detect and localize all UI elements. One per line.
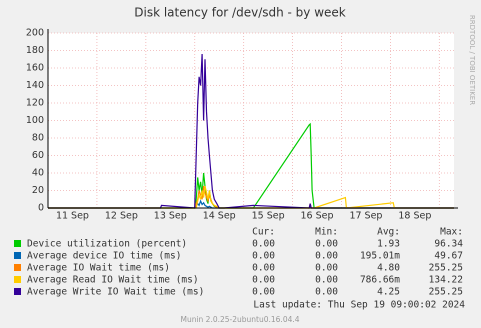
stats-header: Avg: xyxy=(377,227,400,238)
chart-title: Disk latency for /dev/sdh - by week xyxy=(134,6,346,20)
stats-value: 0.00 xyxy=(252,239,275,250)
legend-swatch xyxy=(14,252,21,259)
y-tick-label: 120 xyxy=(26,98,44,109)
x-tick-label: 13 Sep xyxy=(154,211,187,222)
stats-value: 195.01m xyxy=(360,251,400,262)
stats-value: 786.66m xyxy=(360,275,400,286)
y-tick-label: 40 xyxy=(32,168,44,179)
stats-value: 0.00 xyxy=(252,275,275,286)
legend-swatch xyxy=(14,264,21,271)
x-tick-label: 11 Sep xyxy=(56,211,89,222)
plot-area xyxy=(48,33,454,208)
y-tick-label: 0 xyxy=(38,203,44,214)
x-tick-label: 12 Sep xyxy=(105,211,138,222)
legend-swatch xyxy=(14,276,21,283)
y-tick-label: 160 xyxy=(26,63,44,74)
stats-value: 0.00 xyxy=(252,263,275,274)
legend-label: Average Write IO Wait time (ms) xyxy=(27,287,204,298)
x-tick-label: 16 Sep xyxy=(301,211,334,222)
stats-value: 0.00 xyxy=(252,287,275,298)
stats-header: Cur: xyxy=(252,227,275,238)
stats-value: 0.00 xyxy=(315,275,338,286)
y-tick-label: 200 xyxy=(26,28,44,39)
x-tick-label: 17 Sep xyxy=(349,211,382,222)
stats-value: 49.67 xyxy=(434,251,463,262)
stats-value: 0.00 xyxy=(315,263,338,274)
y-tick-label: 80 xyxy=(32,133,44,144)
stats-value: 0.00 xyxy=(315,239,338,250)
y-tick-label: 60 xyxy=(32,150,44,161)
x-tick-label: 14 Sep xyxy=(203,211,236,222)
legend-label: Device utilization (percent) xyxy=(27,239,187,250)
x-tick-label: 18 Sep xyxy=(398,211,431,222)
legend-swatch xyxy=(14,240,21,247)
y-tick-label: 100 xyxy=(26,115,44,126)
stats-value: 96.34 xyxy=(434,239,463,250)
stats-header: Max: xyxy=(440,227,463,238)
legend-label: Average Read IO Wait time (ms) xyxy=(27,275,199,286)
legend-label: Average device IO time (ms) xyxy=(27,251,181,262)
legend-swatch xyxy=(14,288,21,295)
stats-value: 0.00 xyxy=(315,251,338,262)
y-tick-label: 20 xyxy=(32,185,44,196)
stats-value: 4.80 xyxy=(377,263,400,274)
y-tick-label: 180 xyxy=(26,45,44,56)
legend-label: Average IO Wait time (ms) xyxy=(27,263,170,274)
side-text: RRDTOOL / TOBI OETIKER xyxy=(468,15,476,105)
footer: Munin 2.0.25-2ubuntu0.16.04.4 xyxy=(180,315,299,324)
y-tick-label: 140 xyxy=(26,80,44,91)
stats-value: 0.00 xyxy=(252,251,275,262)
stats-value: 255.25 xyxy=(429,287,463,298)
stats-value: 0.00 xyxy=(315,287,338,298)
x-tick-label: 15 Sep xyxy=(252,211,285,222)
stats-header: Min: xyxy=(315,227,338,238)
last-update: Last update: Thu Sep 19 09:00:02 2024 xyxy=(253,300,465,311)
stats-value: 4.25 xyxy=(377,287,400,298)
stats-value: 134.22 xyxy=(429,275,463,286)
stats-value: 255.25 xyxy=(429,263,463,274)
stats-value: 1.93 xyxy=(377,239,400,250)
